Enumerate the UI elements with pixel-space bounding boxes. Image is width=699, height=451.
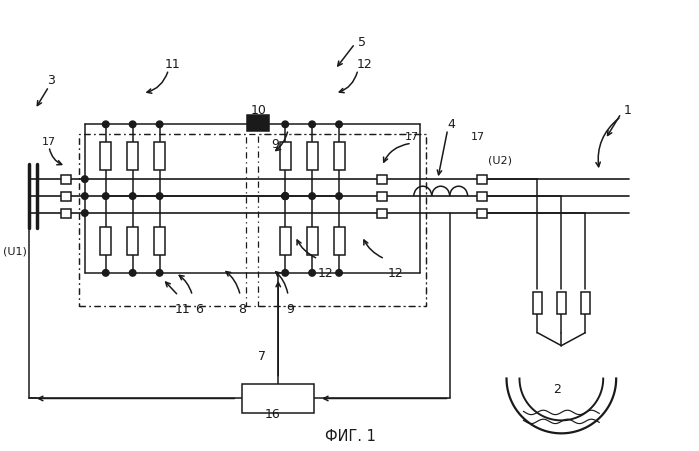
- Circle shape: [282, 193, 289, 200]
- Bar: [307, 143, 317, 171]
- Circle shape: [103, 193, 109, 200]
- Bar: [259, 135, 426, 306]
- Text: 10: 10: [250, 104, 266, 117]
- Bar: [477, 209, 487, 218]
- Circle shape: [157, 270, 163, 276]
- Bar: [243, 384, 314, 414]
- Bar: [377, 209, 387, 218]
- Bar: [333, 143, 345, 171]
- Text: 17: 17: [42, 137, 56, 147]
- Bar: [477, 192, 487, 201]
- Bar: [127, 227, 138, 255]
- Bar: [477, 175, 487, 184]
- Bar: [307, 227, 317, 255]
- Bar: [100, 227, 111, 255]
- Circle shape: [103, 270, 109, 276]
- Text: 11: 11: [175, 303, 190, 316]
- Circle shape: [282, 122, 289, 129]
- Text: (U1): (U1): [3, 246, 27, 256]
- Text: 12: 12: [318, 267, 334, 280]
- Bar: [79, 135, 426, 306]
- Circle shape: [309, 270, 315, 276]
- Circle shape: [336, 122, 343, 129]
- Circle shape: [309, 122, 315, 129]
- Text: 2: 2: [554, 382, 561, 395]
- Text: 3: 3: [47, 74, 55, 87]
- Text: 9: 9: [287, 303, 294, 316]
- Text: (U2): (U2): [488, 155, 512, 165]
- Circle shape: [82, 210, 88, 217]
- Bar: [61, 192, 71, 201]
- Circle shape: [336, 270, 343, 276]
- Text: 12: 12: [388, 267, 403, 280]
- Bar: [333, 227, 345, 255]
- Bar: [377, 175, 387, 184]
- Bar: [581, 292, 590, 314]
- Bar: [557, 292, 565, 314]
- Circle shape: [157, 193, 163, 200]
- Bar: [61, 175, 71, 184]
- Text: 8: 8: [238, 303, 246, 316]
- Text: 6: 6: [196, 303, 203, 316]
- Circle shape: [282, 193, 289, 200]
- Bar: [61, 209, 71, 218]
- Bar: [247, 116, 269, 132]
- Circle shape: [82, 176, 88, 183]
- Circle shape: [336, 193, 343, 200]
- Bar: [533, 292, 542, 314]
- Bar: [100, 143, 111, 171]
- Text: 1: 1: [624, 104, 631, 117]
- Text: 7: 7: [258, 350, 266, 362]
- Text: 17: 17: [405, 132, 419, 142]
- Circle shape: [282, 193, 289, 200]
- Text: 4: 4: [448, 118, 456, 130]
- Text: 16: 16: [264, 407, 280, 420]
- Bar: [79, 135, 246, 306]
- Circle shape: [129, 122, 136, 129]
- Circle shape: [129, 193, 136, 200]
- Text: ФИГ. 1: ФИГ. 1: [324, 428, 375, 443]
- Text: 5: 5: [358, 36, 366, 49]
- Bar: [154, 143, 165, 171]
- Bar: [127, 143, 138, 171]
- Bar: [154, 227, 165, 255]
- Circle shape: [282, 270, 289, 276]
- Circle shape: [157, 122, 163, 129]
- Circle shape: [82, 193, 88, 200]
- Circle shape: [282, 193, 289, 200]
- Bar: [377, 192, 387, 201]
- Text: 17: 17: [470, 132, 484, 142]
- Circle shape: [309, 193, 315, 200]
- Circle shape: [129, 270, 136, 276]
- Text: 9: 9: [271, 138, 279, 151]
- Text: 11: 11: [165, 58, 180, 71]
- Bar: [280, 143, 291, 171]
- Text: 12: 12: [357, 58, 373, 71]
- Circle shape: [103, 122, 109, 129]
- Bar: [280, 227, 291, 255]
